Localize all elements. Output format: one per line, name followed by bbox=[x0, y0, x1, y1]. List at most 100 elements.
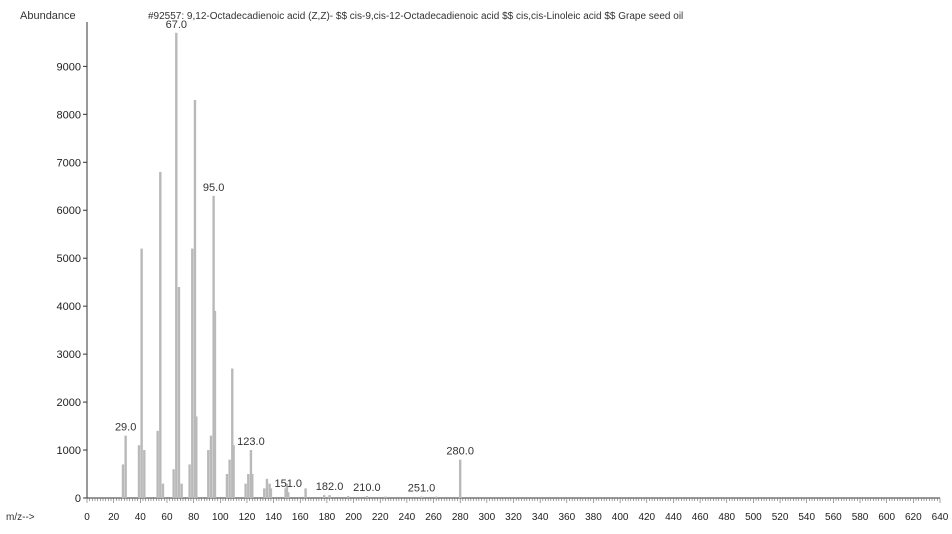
spectrum-peak-bar bbox=[287, 492, 290, 498]
spectrum-peak-bar bbox=[232, 445, 235, 498]
chart-title: #92557: 9,12-Octadecadienoic acid (Z,Z)-… bbox=[148, 11, 683, 22]
x-tick-label: 520 bbox=[772, 512, 789, 523]
x-tick-label: 600 bbox=[878, 512, 895, 523]
x-tick-label: 100 bbox=[212, 512, 229, 523]
y-tick-label: 5000 bbox=[57, 253, 81, 265]
x-tick-label: 560 bbox=[825, 512, 842, 523]
peak-label: 182.0 bbox=[316, 481, 344, 493]
peak-label: 210.0 bbox=[353, 482, 381, 494]
x-tick-label: 320 bbox=[505, 512, 522, 523]
x-axis-label: m/z--> bbox=[6, 512, 35, 523]
peak-label: 95.0 bbox=[203, 182, 224, 194]
peak-label: 280.0 bbox=[446, 446, 474, 458]
spectrum-peak-bar bbox=[247, 474, 250, 498]
x-tick-label: 540 bbox=[798, 512, 815, 523]
x-tick-label: 0 bbox=[84, 512, 90, 523]
x-tick-label: 300 bbox=[479, 512, 496, 523]
x-tick-label: 200 bbox=[345, 512, 362, 523]
spectrum-peak-bar bbox=[159, 171, 162, 498]
x-tick-label: 580 bbox=[852, 512, 869, 523]
spectrum-peak-bar bbox=[209, 435, 213, 498]
y-tick-label: 9000 bbox=[57, 61, 81, 73]
spectrum-peak-bar bbox=[177, 286, 181, 498]
x-tick-label: 20 bbox=[108, 512, 120, 523]
spectrum-peak-bar bbox=[140, 248, 143, 498]
spectrum-peak-bar bbox=[269, 488, 273, 498]
y-tick-label: 3000 bbox=[57, 349, 81, 361]
spectrum-peak-bar bbox=[265, 478, 269, 498]
spectrum-peak-bar bbox=[121, 464, 125, 498]
x-tick-label: 460 bbox=[692, 512, 709, 523]
peak-label: 29.0 bbox=[115, 422, 136, 434]
spectrum-peak-bar bbox=[180, 483, 183, 498]
spectrum-peak-bar bbox=[193, 99, 197, 498]
x-tick-label: 400 bbox=[612, 512, 629, 523]
spectrum-peak-bar bbox=[212, 195, 215, 498]
spectrum-peak-bar bbox=[175, 32, 178, 498]
spectrum-peak-bar bbox=[213, 310, 217, 498]
spectrum-peak-bar bbox=[143, 450, 146, 498]
spectrum-peak-bar bbox=[268, 483, 271, 498]
y-tick-label: 0 bbox=[75, 493, 81, 505]
spectrum-peak-bar bbox=[231, 368, 234, 498]
x-tick-label: 120 bbox=[239, 512, 256, 523]
x-tick-label: 440 bbox=[665, 512, 682, 523]
y-axis-label: Abundance bbox=[20, 10, 76, 22]
spectrum-peak-bar bbox=[188, 464, 191, 498]
spectrum-peak-bar bbox=[156, 430, 159, 498]
spectrum-peak-bar bbox=[207, 450, 210, 498]
x-tick-label: 620 bbox=[905, 512, 922, 523]
x-tick-label: 60 bbox=[161, 512, 173, 523]
spectrum-peak-bar bbox=[420, 496, 423, 498]
spectrum-peak-bar bbox=[434, 496, 438, 498]
spectrum-peak-bar bbox=[195, 416, 198, 498]
spectrum-peak-bar bbox=[251, 474, 254, 498]
x-tick-label: 380 bbox=[585, 512, 602, 523]
spectrum-peak-bar bbox=[458, 459, 462, 498]
peak-label: 123.0 bbox=[237, 436, 265, 448]
y-tick-label: 7000 bbox=[57, 157, 81, 169]
spectrum-peak-bar bbox=[347, 496, 350, 498]
spectrum-peak-bar bbox=[328, 495, 331, 498]
x-tick-label: 340 bbox=[532, 512, 549, 523]
y-tick-label: 1000 bbox=[57, 445, 81, 457]
spectrum-peak-bar bbox=[249, 450, 253, 498]
peak-label: 151.0 bbox=[274, 478, 302, 490]
spectrum-peak-bar bbox=[285, 483, 289, 498]
peak-label: 251.0 bbox=[408, 483, 436, 495]
x-tick-label: 140 bbox=[265, 512, 282, 523]
spectrum-peak-bar bbox=[161, 483, 165, 498]
x-tick-label: 500 bbox=[745, 512, 762, 523]
spectrum-peak-bar bbox=[244, 483, 247, 498]
spectrum-peak-bar bbox=[228, 459, 231, 498]
x-tick-label: 180 bbox=[319, 512, 336, 523]
spectrum-peak-bar bbox=[284, 488, 287, 498]
x-tick-label: 240 bbox=[399, 512, 416, 523]
x-tick-label: 160 bbox=[292, 512, 309, 523]
y-tick-label: 2000 bbox=[57, 397, 81, 409]
spectrum-peak-bar bbox=[263, 488, 266, 498]
x-tick-label: 40 bbox=[135, 512, 147, 523]
spectrum-peak-bar bbox=[124, 435, 127, 498]
spectrum-peak-bar bbox=[365, 496, 369, 498]
x-tick-label: 220 bbox=[372, 512, 389, 523]
x-tick-label: 480 bbox=[718, 512, 735, 523]
x-tick-label: 80 bbox=[188, 512, 200, 523]
peak-label: 67.0 bbox=[166, 19, 187, 31]
x-tick-label: 640 bbox=[932, 512, 949, 523]
x-tick-label: 360 bbox=[558, 512, 575, 523]
spectrum-peak-bar bbox=[137, 445, 141, 498]
spectrum-peak-bar bbox=[304, 488, 307, 498]
spectrum-peak-bar bbox=[225, 474, 229, 498]
spectrum-peak-bar bbox=[384, 496, 387, 498]
x-tick-label: 260 bbox=[425, 512, 442, 523]
spectrum-peak-bar bbox=[323, 495, 326, 498]
spectrum-peak-bar bbox=[191, 248, 194, 498]
x-tick-label: 420 bbox=[638, 512, 655, 523]
x-tick-label: 280 bbox=[452, 512, 469, 523]
y-tick-label: 4000 bbox=[57, 301, 81, 313]
y-tick-label: 8000 bbox=[57, 109, 81, 121]
spectrum-peak-bar bbox=[172, 469, 175, 498]
